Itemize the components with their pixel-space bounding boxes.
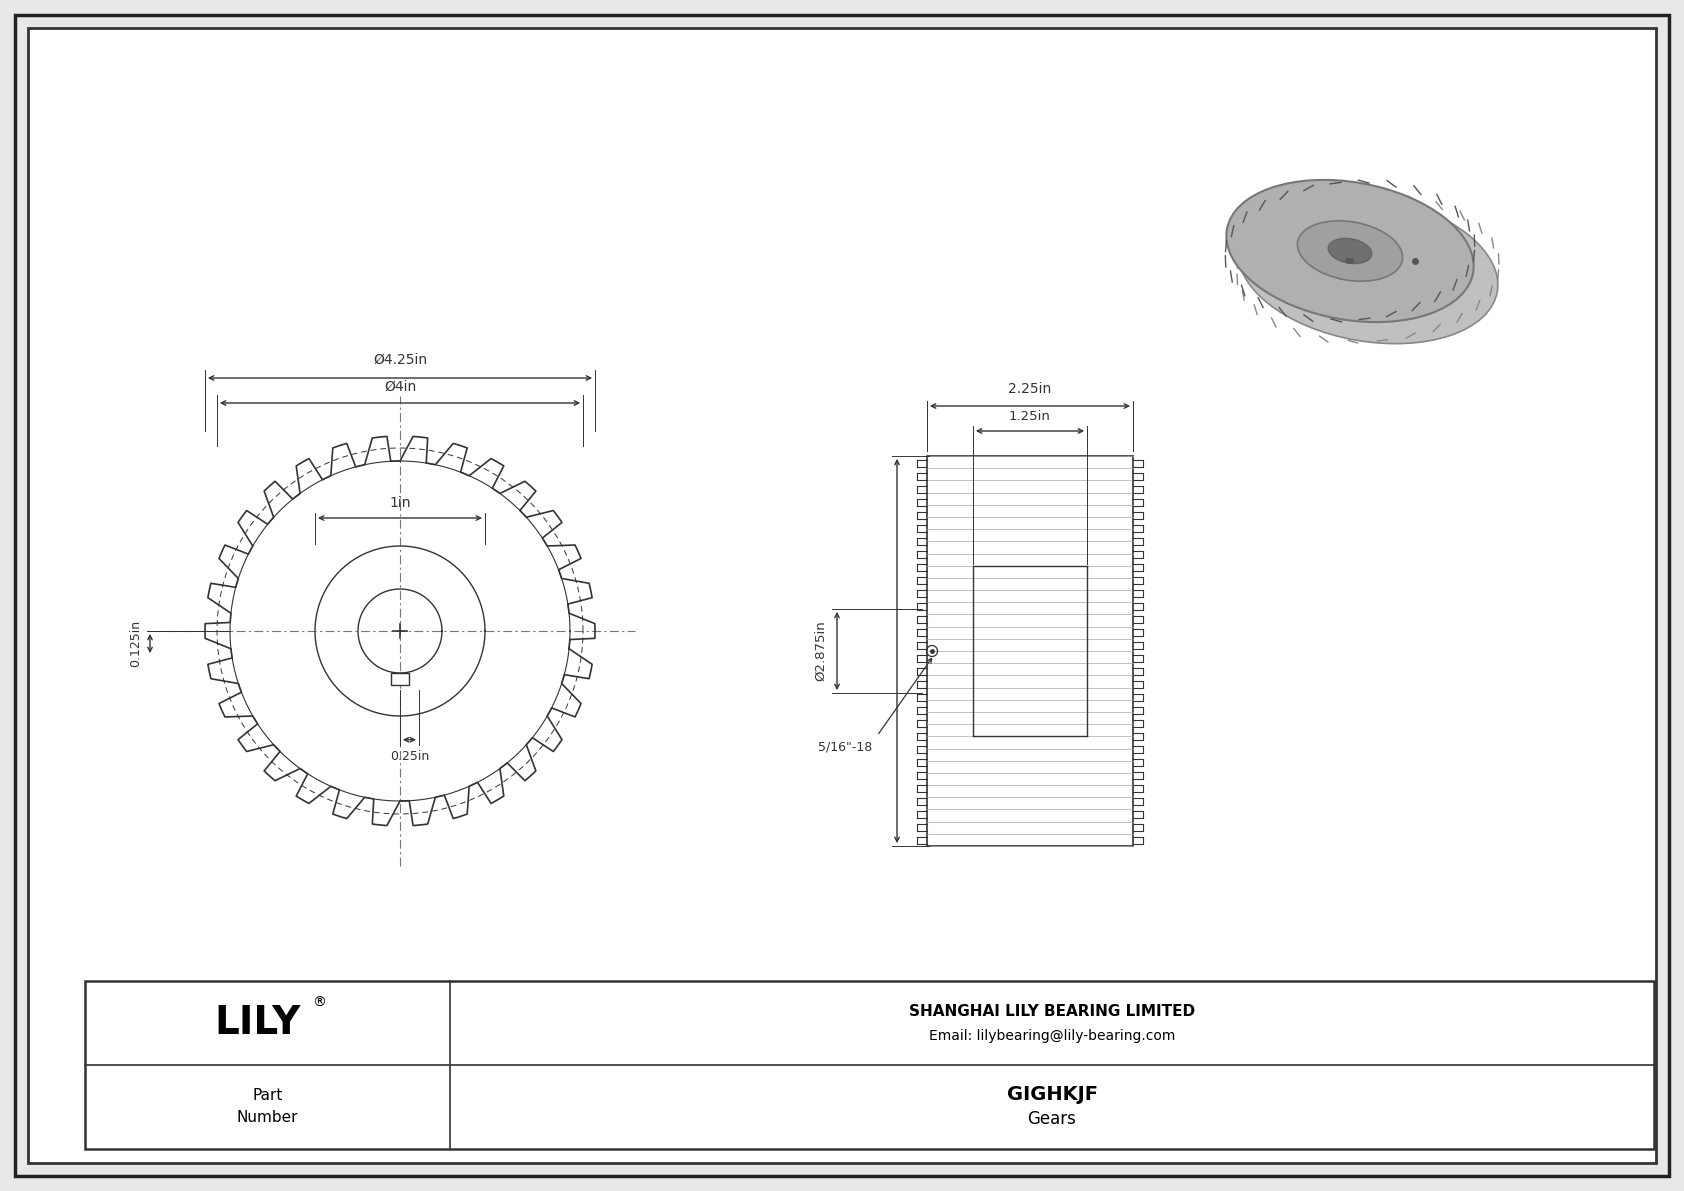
Bar	[391, 673, 409, 685]
Text: Email: lilybearing@lily-bearing.com: Email: lilybearing@lily-bearing.com	[930, 1029, 1175, 1043]
Text: Part: Part	[253, 1087, 283, 1103]
Text: LILY: LILY	[214, 1004, 301, 1042]
Text: 0.25in: 0.25in	[389, 750, 429, 762]
Text: Number: Number	[237, 1110, 298, 1124]
Text: Gears: Gears	[1027, 1110, 1076, 1128]
Ellipse shape	[1297, 220, 1403, 281]
Text: Ø2.875in: Ø2.875in	[813, 621, 827, 681]
Text: 0.125in: 0.125in	[130, 621, 141, 667]
Text: 2.25in: 2.25in	[1009, 382, 1051, 395]
Ellipse shape	[1226, 180, 1474, 322]
Text: 1in: 1in	[389, 495, 411, 510]
Text: 1.25in: 1.25in	[1009, 410, 1051, 423]
Bar	[84, 981, 1654, 1149]
Text: 5/16"-18: 5/16"-18	[818, 741, 872, 754]
Text: Ø4in: Ø4in	[384, 380, 416, 394]
Text: ®: ®	[313, 996, 327, 1010]
Wedge shape	[1346, 258, 1354, 263]
Text: GIGHKJF: GIGHKJF	[1007, 1085, 1098, 1104]
Ellipse shape	[1238, 194, 1497, 344]
Text: SHANGHAI LILY BEARING LIMITED: SHANGHAI LILY BEARING LIMITED	[909, 1004, 1196, 1018]
Text: Ø4.25in: Ø4.25in	[372, 353, 428, 367]
Ellipse shape	[1329, 238, 1372, 263]
Bar	[926, 456, 1133, 846]
